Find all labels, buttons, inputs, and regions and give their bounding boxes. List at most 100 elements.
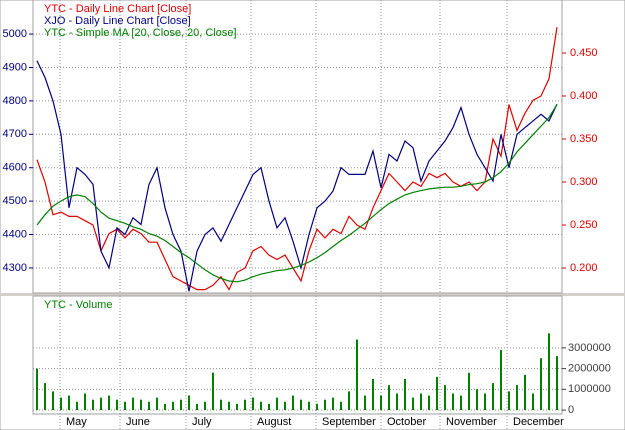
volume-bar: [124, 401, 126, 411]
line-series: [36, 60, 558, 292]
x-tick-label: September: [322, 416, 376, 428]
volume-bar: [332, 397, 334, 411]
volume-bar: [444, 385, 446, 411]
volume-bar: [372, 378, 374, 411]
legend-entry: XJO - Daily Line Chart [Close]: [44, 15, 191, 27]
y-tick-label: 4300: [3, 262, 27, 274]
volume-bar: [236, 403, 238, 411]
volume-bar: [548, 333, 550, 411]
volume-bar: [300, 399, 302, 411]
y-tick-label: 5000: [3, 28, 27, 40]
y2-tick-label: 0.350: [570, 133, 598, 145]
volume-bar: [180, 399, 182, 411]
volume-bar: [68, 395, 70, 411]
plot-frame: [32, 0, 563, 294]
x-tick-label: November: [446, 416, 497, 428]
volume-bar: [268, 403, 270, 411]
y2-tick-label: 0.200: [570, 262, 598, 274]
line-series: [36, 104, 558, 283]
x-tick-label: May: [66, 416, 87, 428]
volume-bar: [284, 401, 286, 411]
volume-bar: [52, 391, 54, 411]
volume-bar: [204, 401, 206, 411]
volume-bar: [476, 389, 478, 411]
y-tick-label: 4500: [3, 195, 27, 207]
legend-entry: YTC - Simple MA [20, Close, 20, Close]: [44, 27, 237, 39]
volume-bar: [484, 393, 486, 411]
volume-bar: [252, 397, 254, 411]
volume-bar: [460, 395, 462, 411]
y-tick-label: 4400: [3, 228, 27, 240]
x-tick-label: August: [257, 416, 291, 428]
volume-bar: [500, 349, 502, 411]
volume-bar: [420, 393, 422, 411]
volume-bar: [324, 399, 326, 411]
plot-frame: [32, 295, 563, 415]
volume-bar: [404, 378, 406, 411]
y-tick-label: 4800: [3, 95, 27, 107]
volume-bar: [76, 401, 78, 411]
legend-entry: YTC - Daily Line Chart [Close]: [44, 3, 191, 15]
y-tick-label: 0: [568, 404, 574, 416]
volume-bar: [244, 399, 246, 411]
volume-bar: [196, 403, 198, 411]
y-tick-label: 4900: [3, 61, 27, 73]
volume-bar: [100, 397, 102, 411]
volume-bar: [340, 401, 342, 411]
y2-tick-label: 0.400: [570, 90, 598, 102]
volume-bar: [164, 403, 166, 411]
volume-bar: [188, 395, 190, 411]
volume-bar: [84, 393, 86, 411]
y-tick-label: 4600: [3, 162, 27, 174]
volume-bar: [428, 395, 430, 411]
volume-bar: [436, 376, 438, 411]
y2-tick-label: 0.300: [570, 176, 598, 188]
line-series: [36, 27, 558, 291]
volume-bar: [36, 368, 38, 411]
y2-tick-label: 0.450: [570, 47, 598, 59]
volume-bar: [316, 403, 318, 411]
y-tick-label: 4700: [3, 128, 27, 140]
x-tick-label: December: [513, 416, 564, 428]
volume-bar: [380, 395, 382, 411]
volume-bar: [492, 383, 494, 411]
volume-bar: [388, 385, 390, 411]
volume-bar: [44, 383, 46, 411]
volume-bar: [116, 399, 118, 411]
volume-bar: [172, 401, 174, 411]
volume-bar: [524, 374, 526, 411]
volume-bar: [92, 399, 94, 411]
volume-bar: [140, 399, 142, 411]
volume-bar: [556, 356, 558, 411]
volume-bar: [60, 397, 62, 411]
volume-bar: [364, 395, 366, 411]
volume-bar: [212, 372, 214, 411]
volume-bar: [532, 393, 534, 411]
volume-bar: [228, 401, 230, 411]
x-tick-label: July: [192, 416, 212, 428]
y-tick-label: 3000000: [568, 342, 611, 354]
y-tick-label: 2000000: [568, 362, 611, 374]
volume-bar: [348, 391, 350, 411]
volume-bar: [412, 397, 414, 411]
volume-bar: [468, 372, 470, 411]
x-tick-label: October: [387, 416, 426, 428]
volume-bar: [396, 393, 398, 411]
volume-bar: [508, 391, 510, 411]
volume-bar: [540, 358, 542, 411]
y2-tick-label: 0.250: [570, 219, 598, 231]
volume-bar: [156, 397, 158, 411]
volume-bar: [356, 339, 358, 411]
volume-bar: [516, 385, 518, 411]
volume-bar: [292, 395, 294, 411]
volume-bar: [260, 401, 262, 411]
volume-bar: [276, 397, 278, 411]
volume-bar: [132, 397, 134, 411]
volume-bar: [148, 401, 150, 411]
legend-entry: YTC - Volume: [44, 299, 112, 311]
x-tick-label: June: [126, 416, 150, 428]
volume-bar: [308, 401, 310, 411]
